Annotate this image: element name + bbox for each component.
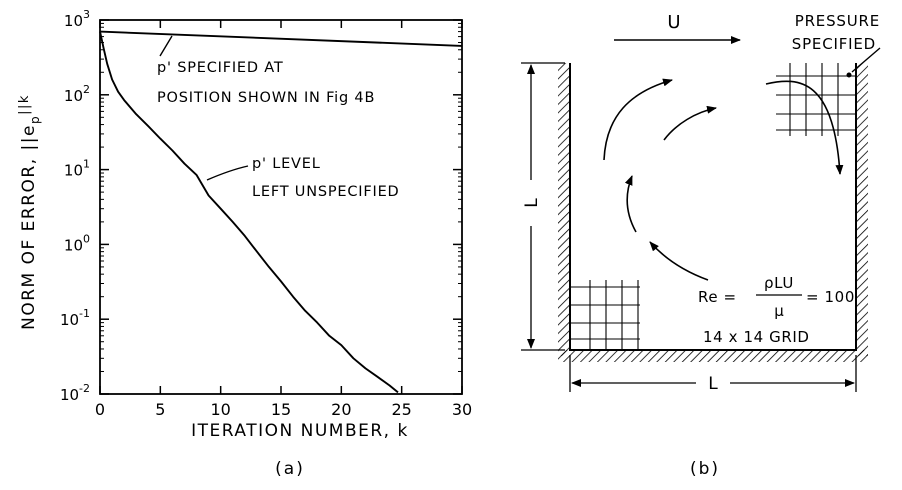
x-tick-label: 5 [155, 400, 165, 419]
dimension-horizontal-label: L [708, 374, 718, 394]
series-line-specified [99, 30, 463, 47]
annotation-specified-line1: p' SPECIFIED AT [157, 60, 284, 76]
flow-arrow-lower [649, 241, 709, 281]
cavity-outline [569, 63, 857, 351]
flow-arrow-upper-middle [663, 105, 717, 141]
grid-patch-top-right [776, 63, 856, 136]
dimension-vertical-label: L [522, 198, 542, 208]
x-tick-label: 0 [95, 400, 105, 419]
reynolds-suffix: = 100 [806, 288, 855, 306]
y-tick-label: 10-2 [60, 382, 90, 404]
reynolds-prefix: Re = [698, 288, 737, 306]
flow-arrow-corner [765, 80, 844, 175]
y-axis-label-main: NORM OF ERROR, ||e [19, 124, 39, 330]
x-axis-label: ITERATION NUMBER, k [191, 421, 409, 441]
y-axis-label-sup: ||k [17, 94, 32, 115]
y-tick-label: 100 [64, 232, 90, 254]
annotation-leader-specified [159, 35, 173, 57]
reynolds-denominator: μ [774, 302, 784, 320]
annotation-unspecified-line1: p' LEVEL [252, 156, 321, 172]
right-wall-hatch [856, 63, 868, 356]
bottom-wall-hatch [558, 350, 868, 362]
grid-size-label: 14 x 14 GRID [703, 328, 810, 346]
plot-area-frame [99, 19, 463, 395]
x-tick-label: 10 [210, 400, 230, 419]
panel-label-b: (b) [690, 459, 720, 479]
annotation-unspecified-line2: LEFT UNSPECIFIED [252, 184, 400, 200]
grid-patch-bottom-left [570, 280, 640, 350]
convergence-chart: 0 5 10 15 20 25 30 103 102 101 100 10-1 10-2 ITERAT… [17, 8, 472, 479]
annotation-specified-line2: POSITION SHOWN IN Fig 4B [157, 90, 375, 106]
reynolds-numerator: ρLU [764, 274, 794, 292]
panel-label-a: (a) [275, 459, 305, 479]
x-tick-label: 25 [391, 400, 411, 419]
pressure-label-line1: PRESSURE [795, 12, 880, 30]
x-tick-label: 30 [452, 400, 472, 419]
y-axis-ticks: 103 102 101 100 10-1 10-2 [60, 8, 462, 404]
pressure-label-line2: SPECIFIED [792, 35, 876, 53]
y-tick-label: 101 [64, 158, 90, 180]
x-axis-ticks: 0 5 10 15 20 25 30 [95, 20, 472, 419]
lid-velocity-label: U [667, 12, 680, 33]
pressure-point [846, 72, 852, 78]
cavity-diagram: U PRESSURE SPECIFIED [521, 12, 881, 479]
series-line-unspecified [99, 31, 399, 394]
x-tick-label: 20 [331, 400, 351, 419]
flow-arrow-middle [624, 175, 637, 233]
y-tick-label: 103 [64, 8, 90, 30]
y-tick-label: 10-1 [60, 307, 90, 329]
annotation-leader-unspecified [206, 165, 249, 181]
x-tick-label: 15 [271, 400, 291, 419]
y-axis-label: NORM OF ERROR, ||ep||k [17, 94, 42, 330]
series-group [99, 30, 463, 394]
left-wall-hatch [558, 63, 570, 356]
y-axis-label-sub: p [28, 115, 42, 124]
plot-frame [99, 19, 463, 395]
pressure-leader-line [851, 47, 881, 73]
y-tick-label: 102 [64, 83, 90, 105]
flow-arrow-left [603, 78, 673, 161]
